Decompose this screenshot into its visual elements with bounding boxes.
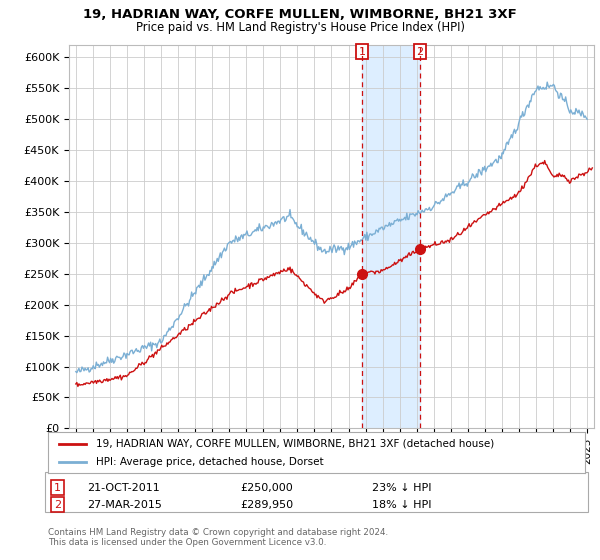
- Text: Price paid vs. HM Land Registry's House Price Index (HPI): Price paid vs. HM Land Registry's House …: [136, 21, 464, 34]
- Text: HPI: Average price, detached house, Dorset: HPI: Average price, detached house, Dors…: [97, 457, 324, 466]
- Text: 1: 1: [54, 483, 61, 493]
- Bar: [362, 45, 420, 428]
- Text: Contains HM Land Registry data © Crown copyright and database right 2024.
This d: Contains HM Land Registry data © Crown c…: [48, 528, 388, 547]
- Text: 23% ↓ HPI: 23% ↓ HPI: [372, 483, 431, 493]
- Text: 19, HADRIAN WAY, CORFE MULLEN, WIMBORNE, BH21 3XF (detached house): 19, HADRIAN WAY, CORFE MULLEN, WIMBORNE,…: [97, 439, 494, 449]
- Text: 21-OCT-2011: 21-OCT-2011: [87, 483, 160, 493]
- Text: 19, HADRIAN WAY, CORFE MULLEN, WIMBORNE, BH21 3XF: 19, HADRIAN WAY, CORFE MULLEN, WIMBORNE,…: [83, 8, 517, 21]
- Text: 2: 2: [54, 500, 61, 510]
- Text: 27-MAR-2015: 27-MAR-2015: [87, 500, 162, 510]
- Text: 1: 1: [359, 46, 365, 57]
- Text: £250,000: £250,000: [240, 483, 293, 493]
- Text: 18% ↓ HPI: 18% ↓ HPI: [372, 500, 431, 510]
- Text: £289,950: £289,950: [240, 500, 293, 510]
- Text: 2: 2: [416, 46, 424, 57]
